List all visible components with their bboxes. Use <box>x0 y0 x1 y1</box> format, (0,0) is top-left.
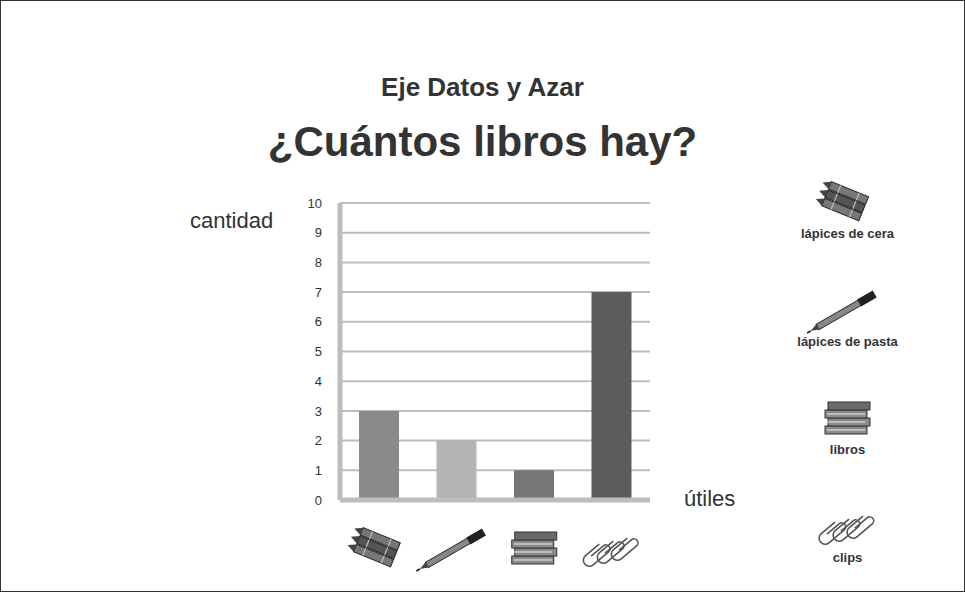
svg-text:0: 0 <box>315 493 322 508</box>
html-text:útiles: útiles <box>684 486 736 511</box>
svg-text:8: 8 <box>315 255 322 270</box>
html-text:libros: libros <box>829 442 866 457</box>
svg-text:7: 7 <box>315 285 322 300</box>
svg-text:6: 6 <box>315 314 322 329</box>
svg-text:1: 1 <box>315 463 322 478</box>
svg-text:2: 2 <box>315 433 322 448</box>
html-text:lápices de cera: lápices de cera <box>800 226 895 241</box>
html-text:lápices de pasta: lápices de pasta <box>797 334 898 349</box>
html-text:Eje Datos y Azar: Eje Datos y Azar <box>381 72 584 102</box>
svg-text:3: 3 <box>315 404 322 419</box>
html-text:clips: clips <box>832 550 863 565</box>
html-text:cantidad: cantidad <box>190 208 274 233</box>
html-text:¿Cuántos libros hay?: ¿Cuántos libros hay? <box>267 118 698 165</box>
svg-text:10: 10 <box>308 196 322 211</box>
svg-text:4: 4 <box>315 374 322 389</box>
svg-text:9: 9 <box>315 225 322 240</box>
svg-text:5: 5 <box>315 344 322 359</box>
